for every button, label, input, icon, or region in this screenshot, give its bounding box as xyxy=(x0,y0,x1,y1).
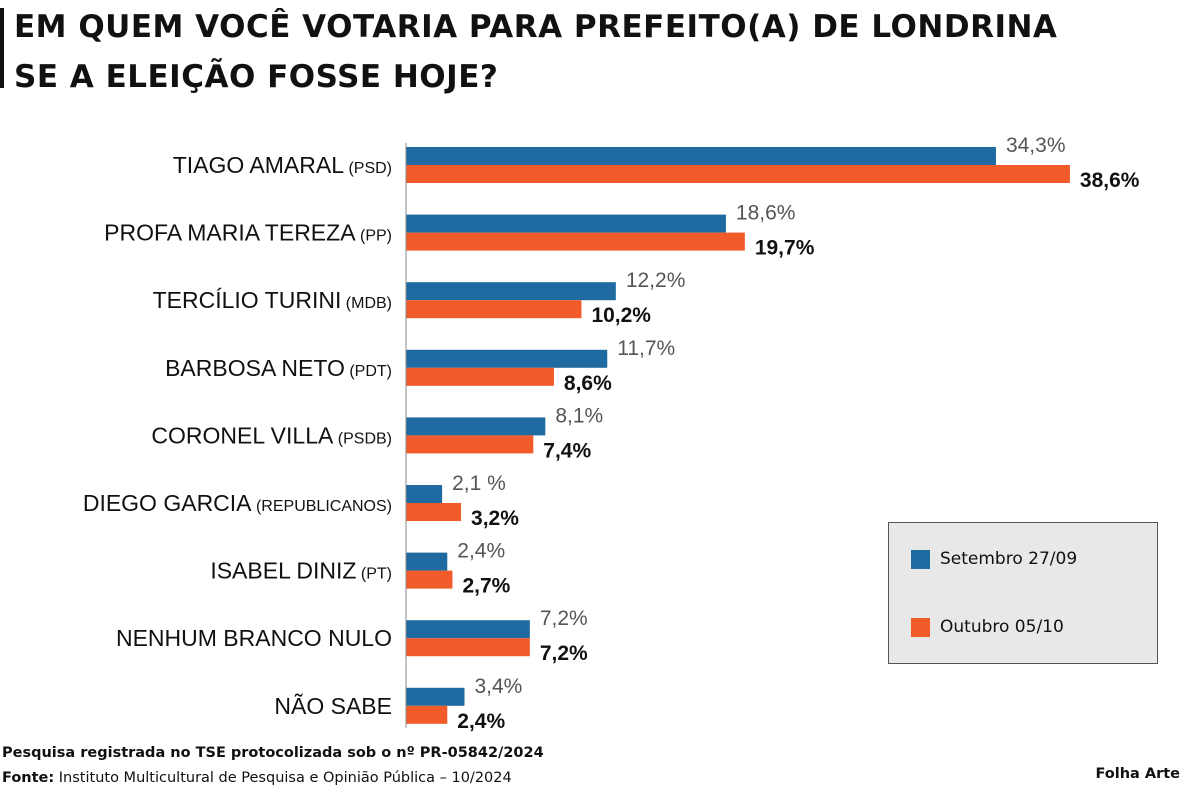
category-row: BARBOSA NETO (PDT) 11,7%8,6% xyxy=(165,337,675,395)
category-label: TIAGO AMARAL (PSD) xyxy=(173,152,392,178)
category-row: ISABEL DINIZ (PT) 2,4% 2,7% xyxy=(210,540,510,598)
source-line: Fonte: Instituto Multicultural de Pesqui… xyxy=(2,766,544,791)
bar-setembro xyxy=(406,417,546,436)
bar-outubro xyxy=(406,435,534,454)
data-label-setembro: 11,7% xyxy=(617,337,675,360)
bar-outubro xyxy=(406,503,462,521)
chart-title: EM QUEM VOCÊ VOTARIA PARA PREFEITO(A) DE… xyxy=(14,2,1174,102)
data-label-outubro: 7,4% xyxy=(543,439,591,462)
legend-item-setembro: Setembro 27/09 xyxy=(911,549,1077,569)
legend-label-outubro: Outubro 05/10 xyxy=(940,617,1064,637)
category-row: PROFA MARIA TEREZA (PP) 18,6% 19,7% xyxy=(104,202,815,260)
category-label: DIEGO GARCIA (REPUBLICANOS) xyxy=(83,490,392,516)
party-label: (PSD) xyxy=(344,160,392,177)
bar-chart: TIAGO AMARAL (PSD) 34,3% 38,6% PROFA MARIA … xyxy=(83,134,1140,733)
bar-setembro xyxy=(406,349,608,368)
category-label: BARBOSA NETO (PDT) xyxy=(165,355,392,381)
legend-swatch-outubro xyxy=(911,617,930,637)
title-accent-rule xyxy=(0,8,4,88)
bar-outubro xyxy=(406,300,582,319)
data-label-setembro: 12,2% xyxy=(626,269,686,292)
bar-setembro xyxy=(406,687,465,706)
credit: Folha Arte xyxy=(1095,766,1180,782)
category-label: TERCÍLIO TURINI (MDB) xyxy=(153,287,392,313)
party-label: (PSDB) xyxy=(333,430,392,447)
legend: Setembro 27/09 Outubro 05/10 xyxy=(888,522,1158,664)
data-label-outubro: 8,6% xyxy=(564,372,612,395)
candidate-name: NÃO SABE xyxy=(274,693,392,719)
candidate-name: ISABEL DINIZ xyxy=(210,558,356,584)
data-label-outubro: 2,7% xyxy=(462,575,510,598)
data-label-outubro: 19,7% xyxy=(755,237,815,260)
category-row: DIEGO GARCIA (REPUBLICANOS) 2,1 % 3,2% xyxy=(83,472,519,530)
candidate-name: TERCÍLIO TURINI xyxy=(153,287,342,313)
candidate-name: BARBOSA NETO xyxy=(165,355,345,381)
registration-note: Pesquisa registrada no TSE protocolizada… xyxy=(2,745,544,761)
category-row: NÃO SABE 3,4% 2,4% xyxy=(274,675,522,733)
data-label-outubro: 3,2% xyxy=(471,507,519,530)
category-row: NENHUM BRANCO NULO 7,2% 7,2% xyxy=(116,607,588,665)
data-label-outubro: 7,2% xyxy=(540,642,588,665)
category-row: TIAGO AMARAL (PSD) 34,3% 38,6% xyxy=(173,134,1140,192)
data-label-setembro: 2,1 % xyxy=(452,472,506,495)
chart-title-line-2: SE A ELEIÇÃO FOSSE HOJE? xyxy=(14,59,499,95)
category-row: CORONEL VILLA (PSDB) 8,1% 7,4% xyxy=(151,404,603,462)
bar-outubro xyxy=(406,232,745,251)
bar-outubro xyxy=(406,705,448,724)
candidate-name: PROFA MARIA TEREZA xyxy=(104,220,356,246)
data-label-setembro: 2,4% xyxy=(457,540,505,563)
legend-swatch-setembro xyxy=(911,549,930,569)
footer: Pesquisa registrada no TSE protocolizada… xyxy=(2,741,544,791)
data-label-setembro: 7,2% xyxy=(540,607,588,630)
category-label: NÃO SABE xyxy=(274,693,392,719)
bar-outubro xyxy=(406,638,530,657)
candidate-name: CORONEL VILLA xyxy=(151,422,334,448)
party-label: (PT) xyxy=(356,566,392,583)
candidate-name: TIAGO AMARAL xyxy=(173,152,344,178)
candidate-name: NENHUM BRANCO NULO xyxy=(116,625,392,651)
bar-setembro xyxy=(406,485,443,503)
category-label: PROFA MARIA TEREZA (PP) xyxy=(104,220,392,246)
bar-setembro xyxy=(406,214,726,233)
data-label-setembro: 18,6% xyxy=(736,202,796,225)
bar-outubro xyxy=(406,165,1070,183)
source-text: Instituto Multicultural de Pesquisa e Op… xyxy=(54,770,512,786)
data-label-outubro: 10,2% xyxy=(591,304,651,327)
source-label: Fonte: xyxy=(2,770,55,786)
party-label: (PDT) xyxy=(345,363,392,380)
bar-setembro xyxy=(406,552,448,571)
bar-outubro xyxy=(406,367,554,386)
candidate-name: DIEGO GARCIA xyxy=(83,490,252,516)
bar-setembro xyxy=(406,620,530,639)
party-label: (MDB) xyxy=(341,295,392,312)
party-label: (PP) xyxy=(356,228,392,245)
party-label: (REPUBLICANOS) xyxy=(252,498,392,515)
category-label: CORONEL VILLA (PSDB) xyxy=(151,422,392,448)
chart-title-line-1: EM QUEM VOCÊ VOTARIA PARA PREFEITO(A) DE… xyxy=(14,9,1058,45)
data-label-outubro: 38,6% xyxy=(1080,169,1140,192)
category-label: NENHUM BRANCO NULO xyxy=(116,625,392,651)
data-label-outubro: 2,4% xyxy=(457,710,505,733)
bar-setembro xyxy=(406,282,616,301)
category-row: TERCÍLIO TURINI (MDB) 12,2% 10,2% xyxy=(153,269,686,327)
data-label-setembro: 34,3% xyxy=(1006,134,1066,157)
bar-outubro xyxy=(406,570,453,589)
legend-label-setembro: Setembro 27/09 xyxy=(940,549,1078,569)
legend-item-outubro: Outubro 05/10 xyxy=(911,617,1064,637)
data-label-setembro: 3,4% xyxy=(474,675,522,698)
bars-layer: TIAGO AMARAL (PSD) 34,3% 38,6% PROFA MARIA … xyxy=(83,134,1140,733)
data-label-setembro: 8,1% xyxy=(555,404,603,427)
category-label: ISABEL DINIZ (PT) xyxy=(210,558,392,584)
bar-setembro xyxy=(406,147,996,165)
